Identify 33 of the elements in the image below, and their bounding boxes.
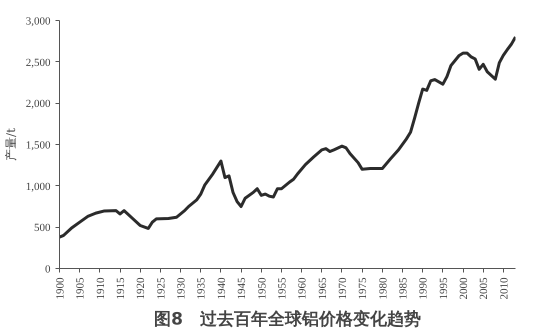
x-tick-label: 1945 <box>236 277 248 300</box>
x-tick-label: 1985 <box>398 277 410 300</box>
y-tick-label: 2,500 <box>26 56 51 69</box>
x-tick-label: 1975 <box>357 277 370 300</box>
x-tick-label: 1915 <box>115 277 128 300</box>
x-tick-label: 1930 <box>176 277 188 300</box>
y-tick-label: 3,000 <box>26 16 51 28</box>
x-tick-label: 1910 <box>94 277 107 300</box>
y-axis-title: 产量/t <box>4 128 18 161</box>
x-tick-label: 1995 <box>438 277 450 300</box>
x-tick-label: 1935 <box>196 277 208 300</box>
x-tick-label: 1950 <box>256 277 268 300</box>
y-tick-label: 2,000 <box>26 98 51 110</box>
x-tick-label: 2005 <box>478 277 490 300</box>
x-tick-label: 1960 <box>296 277 309 300</box>
y-tick-label: 1,000 <box>26 180 51 193</box>
x-tick-label: 2000 <box>458 277 470 300</box>
text: 图8 过去百年全球铝价格变化趋势 <box>154 310 421 330</box>
y-tick-label: 500 <box>34 222 51 234</box>
y-tick-label: 0 <box>45 264 51 276</box>
x-tick-label: 1980 <box>377 277 390 300</box>
x-tick-label: 1940 <box>216 277 228 300</box>
x-tick-label: 1955 <box>276 277 288 300</box>
x-tick-label: 1925 <box>155 277 168 300</box>
x-tick-label: 1900 <box>54 277 66 300</box>
x-tick-label: 1905 <box>74 277 87 300</box>
x-tick-label: 1970 <box>336 277 349 300</box>
x-tick-label: 1920 <box>135 277 148 300</box>
x-tick-label: 1990 <box>418 277 430 300</box>
y-tick-label: 1,500 <box>26 140 51 152</box>
x-tick-label: 2010 <box>498 277 510 300</box>
x-tick-label: 1965 <box>316 277 329 300</box>
line-series <box>60 36 516 239</box>
